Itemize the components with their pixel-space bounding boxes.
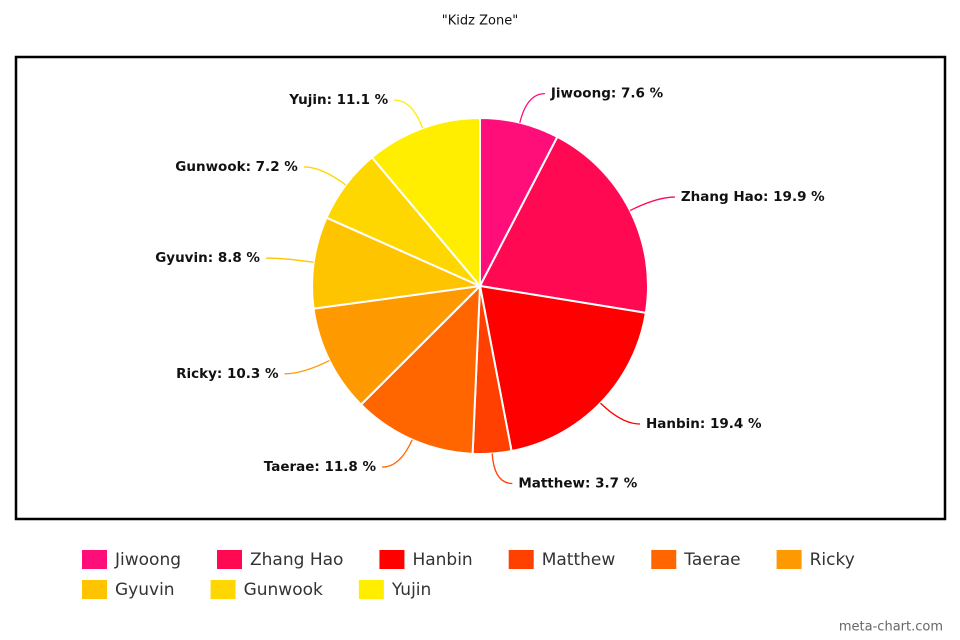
legend-label: Gunwook <box>244 580 323 600</box>
legend-swatch <box>379 550 405 569</box>
data-label: Taerae: 11.8 % <box>264 459 377 475</box>
legend-swatch <box>82 550 107 569</box>
pie-slice <box>370 116 481 289</box>
leader-line <box>265 257 314 263</box>
leader-line <box>284 359 330 375</box>
pie-slice <box>312 284 483 407</box>
data-label: Ricky: 10.3 % <box>176 366 279 382</box>
data-label: Gyuvin: 8.8 % <box>155 250 260 266</box>
data-label: Hanbin: 19.4 % <box>646 416 762 432</box>
data-label: Gunwook: 7.2 % <box>175 159 298 175</box>
legend-label: Gyuvin <box>115 580 175 600</box>
legend-swatch <box>217 550 243 569</box>
legend-swatch <box>210 580 236 599</box>
legend-swatch <box>776 550 802 569</box>
leader-line <box>519 92 545 123</box>
data-label: Zhang Hao: 19.9 % <box>681 189 825 205</box>
legend-label: Hanbin <box>412 550 472 570</box>
legend-label: Jiwoong <box>114 550 181 570</box>
leader-line <box>629 196 675 212</box>
data-label: Jiwoong: 7.6 % <box>550 86 664 102</box>
legend-label: Ricky <box>810 550 855 570</box>
legend-label: Yujin <box>391 580 431 600</box>
data-label: Matthew: 3.7 % <box>518 475 637 491</box>
legend-swatch <box>508 550 534 569</box>
legend-swatch <box>358 580 384 599</box>
leader-line <box>382 439 413 468</box>
legend-label: Matthew <box>542 550 616 570</box>
legend-swatch <box>651 550 677 569</box>
chart-title: "Kidz Zone" <box>442 14 518 29</box>
leader-line <box>303 166 347 186</box>
leader-line <box>600 402 640 425</box>
legend-label: Zhang Hao <box>250 550 343 570</box>
legend-swatch <box>82 580 107 599</box>
leader-line <box>394 99 424 129</box>
data-label: Yujin: 11.1 % <box>288 92 388 108</box>
pie-slice <box>311 216 484 310</box>
plot-frame <box>14 55 947 521</box>
credit: meta-chart.com <box>839 620 943 635</box>
pie-slice <box>478 284 647 453</box>
leader-line <box>491 453 513 485</box>
legend-label: Taerae <box>683 550 740 570</box>
